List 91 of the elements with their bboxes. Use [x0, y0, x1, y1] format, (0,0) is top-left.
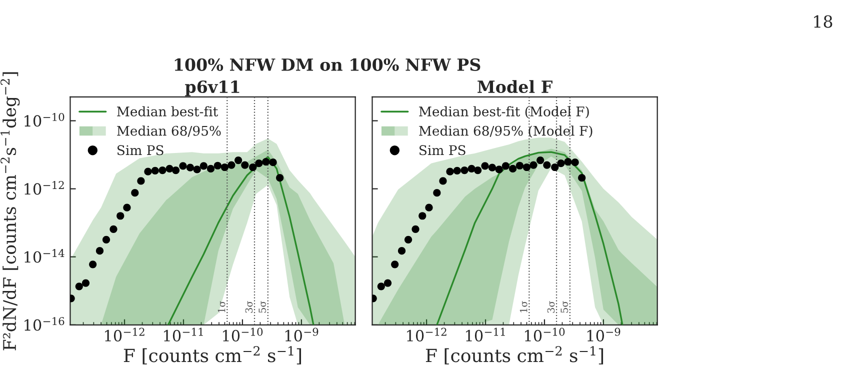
point	[488, 164, 496, 172]
point	[522, 163, 531, 172]
point	[123, 204, 131, 212]
point	[228, 161, 236, 169]
point	[206, 164, 215, 172]
point	[418, 212, 426, 220]
point	[564, 158, 572, 166]
point	[172, 166, 180, 174]
legend-label: Sim PS	[118, 145, 164, 156]
point	[269, 158, 277, 166]
x-tick-label: 10$^{−9}$	[285, 328, 318, 342]
x-tick-label: 10$^{−9}$	[587, 328, 620, 342]
point	[468, 164, 476, 172]
x-tick-label: 10$^{−10}$	[223, 328, 263, 342]
ref-line-label: 3σ	[245, 300, 253, 313]
point	[412, 225, 420, 233]
chart-subtitle: p6v11	[185, 80, 240, 96]
point	[460, 166, 468, 174]
point	[144, 168, 152, 176]
x-axis-title: F [counts cm$^{−2}$ s$^{−1}$]	[124, 346, 302, 364]
point	[96, 247, 104, 255]
ref-line-label: 1σ	[520, 300, 528, 312]
point	[433, 189, 441, 197]
point	[131, 189, 139, 197]
x-tick-label: 10$^{−12}$	[105, 328, 144, 342]
point	[571, 158, 579, 166]
point	[384, 279, 392, 287]
point	[508, 164, 517, 172]
y-tick-label: 10$^{−16}$	[24, 317, 64, 331]
point	[110, 225, 118, 233]
point	[481, 162, 489, 170]
y-tick-label: 10$^{−12}$	[24, 181, 64, 195]
x-tick-label: 10$^{−11}$	[466, 328, 505, 342]
point	[530, 161, 538, 169]
point	[536, 156, 544, 164]
y-axis-title: F²dN/dF [counts cm$^{−2}$s$^{−1}$deg$^{−2}$]	[0, 72, 20, 350]
point	[551, 163, 559, 172]
point	[262, 158, 270, 166]
point	[249, 163, 257, 172]
point	[234, 156, 242, 164]
y-tick-label: 10$^{−10}$	[24, 112, 64, 127]
ref-line-label: 5σ	[258, 300, 266, 313]
ref-line-label: 3σ	[547, 300, 555, 313]
ref-line-label: 5σ	[560, 300, 568, 313]
point	[82, 279, 90, 287]
point	[404, 236, 412, 244]
point	[502, 162, 510, 170]
text: 18	[814, 15, 832, 28]
point	[158, 166, 166, 174]
x-tick-label: 10$^{−12}$	[407, 328, 446, 342]
point	[137, 177, 145, 185]
ref-line-label: 1σ	[218, 300, 226, 312]
point	[186, 164, 194, 172]
point	[398, 247, 406, 255]
point	[425, 204, 433, 212]
point	[453, 166, 461, 175]
point	[241, 161, 249, 169]
legend-label: Median best-fit	[117, 106, 218, 116]
point	[116, 212, 124, 220]
x-tick-label: 10$^{−10}$	[525, 328, 565, 342]
x-axis-title: F [counts cm$^{−2}$ s$^{−1}$]	[426, 346, 604, 364]
point	[377, 282, 385, 290]
point	[200, 162, 208, 170]
point	[89, 260, 97, 268]
point	[214, 162, 222, 170]
point	[255, 160, 263, 168]
legend-label: Sim PS	[420, 145, 466, 156]
point	[578, 174, 586, 182]
chart-title: 100% NFW DM on 100% NFW PS	[174, 58, 480, 71]
legend-label: Median best-fit (Model F)	[419, 106, 589, 118]
point	[220, 163, 229, 172]
point	[474, 166, 482, 174]
point	[166, 164, 174, 172]
point	[495, 166, 503, 174]
legend-label: Median 68/95%	[117, 126, 221, 137]
point	[75, 282, 83, 290]
point	[391, 260, 399, 268]
point	[446, 168, 454, 176]
point	[543, 161, 551, 169]
chart-title: Model F	[478, 80, 552, 94]
point	[151, 166, 159, 175]
x-tick-label: 10$^{−11}$	[164, 328, 203, 342]
point	[516, 162, 524, 170]
point	[102, 236, 110, 244]
point	[557, 160, 565, 168]
y-tick-label: 10$^{−14}$	[24, 249, 64, 263]
point	[439, 177, 447, 185]
point	[193, 166, 201, 174]
point	[276, 174, 284, 182]
point	[179, 162, 187, 170]
legend-label: Median 68/95% (Model F)	[419, 126, 592, 138]
